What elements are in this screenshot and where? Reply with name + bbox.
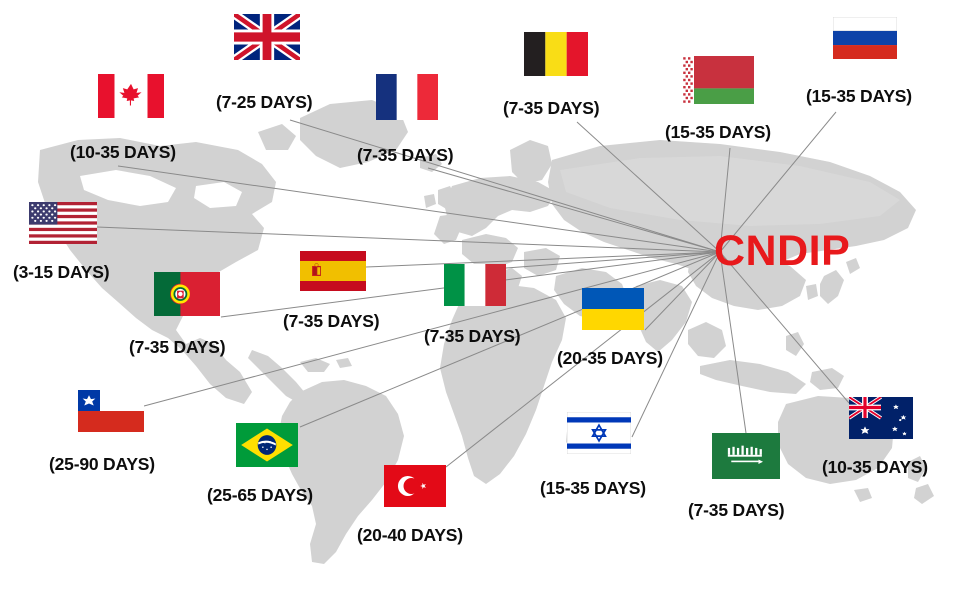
delivery-days-brazil: (25-65 DAYS) (207, 485, 313, 505)
delivery-days-saudi-arabia: (7-35 DAYS) (688, 500, 785, 520)
flag-ukraine-icon (582, 288, 644, 330)
delivery-days-spain: (7-35 DAYS) (283, 311, 380, 331)
delivery-days-australia: (10-35 DAYS) (822, 457, 928, 477)
flag-saudi-icon (712, 433, 780, 479)
flag-chile-icon (78, 390, 144, 432)
flag-uk-icon (234, 14, 300, 60)
flag-australia-icon (849, 397, 913, 439)
flag-italy-icon (444, 264, 506, 306)
flag-brazil-icon (236, 423, 298, 467)
flag-spain-icon (300, 251, 366, 291)
flag-turkey-icon (384, 465, 446, 507)
delivery-days-united-kingdom: (7-25 DAYS) (216, 92, 313, 112)
delivery-days-ukraine: (20-35 DAYS) (557, 348, 663, 368)
delivery-days-belarus: (15-35 DAYS) (665, 122, 771, 142)
flag-israel-icon (567, 412, 631, 454)
flag-russia-icon (833, 17, 897, 59)
hub-label-cndip: CNDIP (714, 227, 851, 275)
flag-portugal-icon (154, 272, 220, 316)
delivery-days-belgium: (7-35 DAYS) (503, 98, 600, 118)
flag-belgium-icon (524, 32, 588, 76)
delivery-days-israel: (15-35 DAYS) (540, 478, 646, 498)
delivery-days-turkey: (20-40 DAYS) (357, 525, 463, 545)
delivery-days-portugal: (7-35 DAYS) (129, 337, 226, 357)
flag-france-icon (376, 74, 438, 120)
delivery-days-chile: (25-90 DAYS) (49, 454, 155, 474)
delivery-days-russia: (15-35 DAYS) (806, 86, 912, 106)
delivery-days-italy: (7-35 DAYS) (424, 326, 521, 346)
delivery-days-united-states: (3-15 DAYS) (13, 262, 110, 282)
flag-usa-icon (29, 202, 97, 244)
flag-belarus-icon (682, 56, 754, 104)
flag-canada-icon (98, 74, 164, 118)
delivery-days-france: (7-35 DAYS) (357, 145, 454, 165)
delivery-days-canada: (10-35 DAYS) (70, 142, 176, 162)
